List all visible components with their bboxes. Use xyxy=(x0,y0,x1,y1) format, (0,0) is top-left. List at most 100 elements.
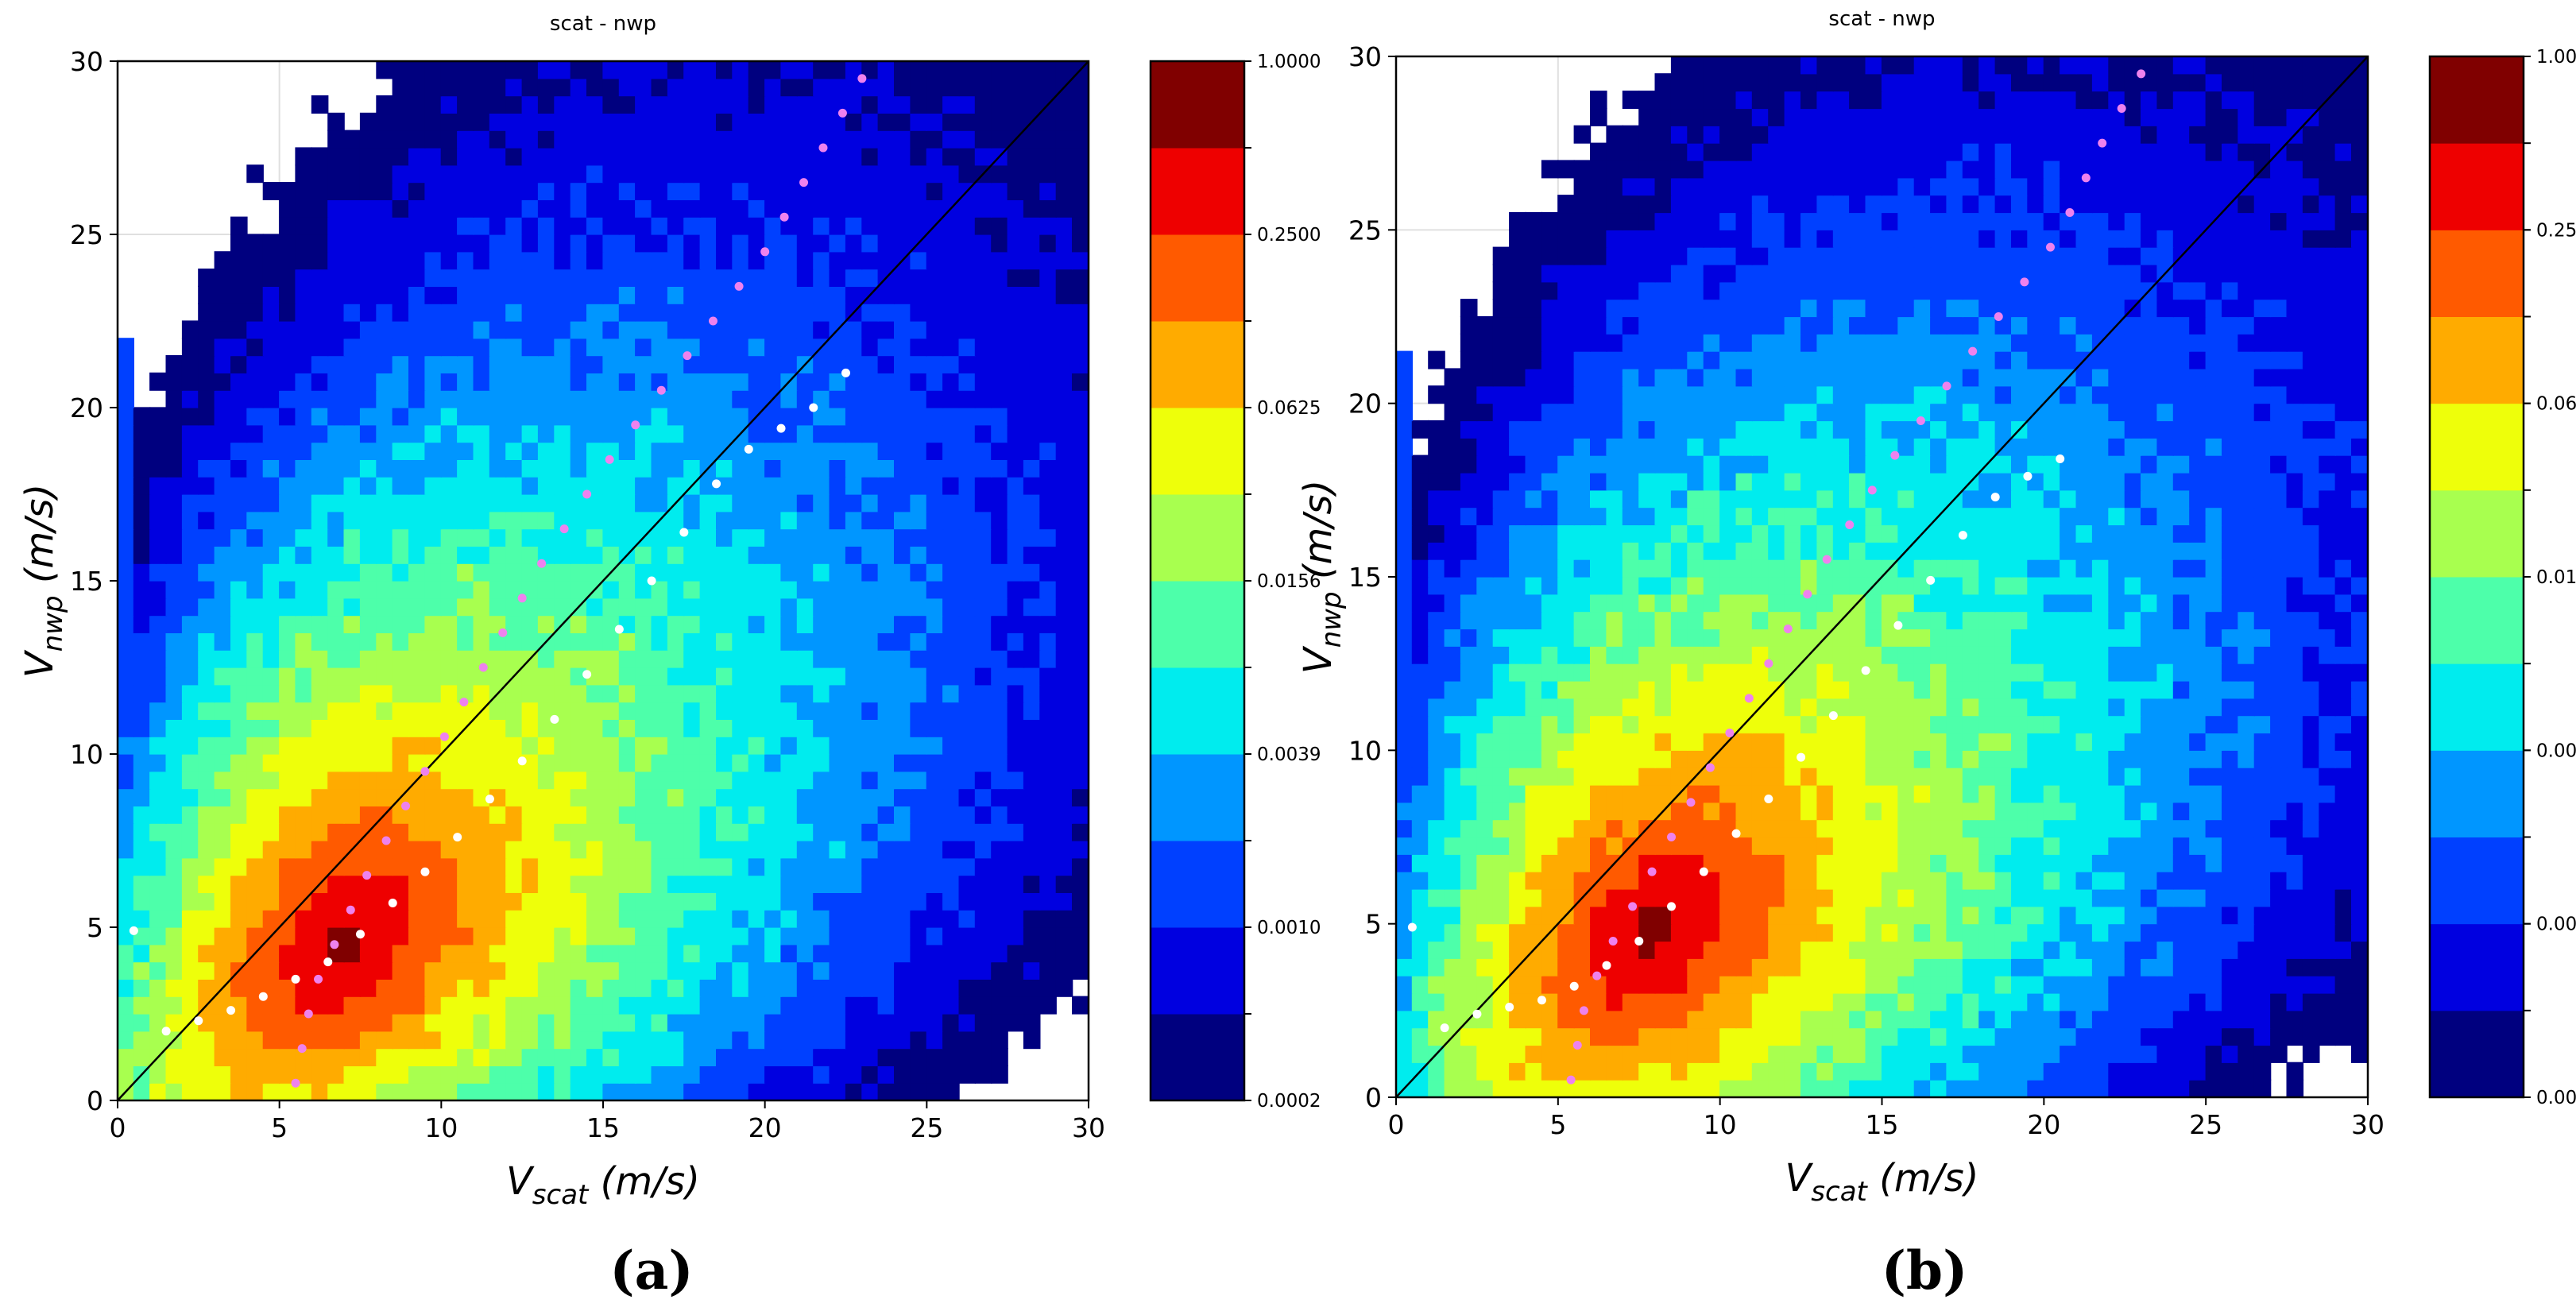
density-cell xyxy=(1573,957,1592,976)
density-cell xyxy=(230,1013,248,1032)
density-cell xyxy=(570,269,588,287)
density-cell xyxy=(2075,975,2094,994)
density-cell xyxy=(1638,698,1656,717)
density-cell xyxy=(1962,1010,1980,1029)
density-cell xyxy=(537,978,555,997)
density-cell xyxy=(230,753,248,772)
density-cell xyxy=(279,545,296,564)
density-cell xyxy=(133,563,151,582)
density-cell xyxy=(716,788,733,806)
density-cell xyxy=(861,303,879,322)
density-cell xyxy=(813,978,830,997)
density-cell xyxy=(1994,957,2013,976)
density-cell xyxy=(845,718,863,737)
density-cell xyxy=(554,320,571,339)
density-cell xyxy=(1816,732,1834,751)
density-cell xyxy=(667,805,685,824)
density-cell xyxy=(537,458,555,478)
density-cell xyxy=(1832,888,1851,907)
density-cell xyxy=(440,389,458,408)
density-cell xyxy=(1800,871,1818,890)
density-cell xyxy=(1978,871,1996,890)
density-cell xyxy=(1606,784,1623,803)
density-cell xyxy=(1751,1079,1770,1097)
density-cell xyxy=(1784,923,1802,942)
density-cell xyxy=(1055,667,1073,686)
density-cell xyxy=(764,857,782,876)
density-cell xyxy=(376,424,393,443)
density-cell xyxy=(1930,784,1947,803)
density-cell xyxy=(376,632,393,651)
density-cell xyxy=(133,424,151,443)
density-cell xyxy=(295,338,312,357)
density-cell xyxy=(1800,680,1818,699)
density-cell xyxy=(1816,715,1834,734)
density-cell xyxy=(2108,732,2125,751)
density-cell xyxy=(181,458,199,478)
density-cell xyxy=(1751,906,1770,925)
white-dot xyxy=(258,992,268,1001)
density-cell xyxy=(214,840,232,859)
density-cell xyxy=(1800,923,1818,942)
density-cell xyxy=(942,355,960,373)
density-cell xyxy=(570,199,588,218)
density-cell xyxy=(408,511,426,530)
density-cell xyxy=(910,251,927,270)
density-cell xyxy=(1590,1027,1607,1046)
density-cell xyxy=(877,476,895,495)
density-cell xyxy=(424,1013,442,1032)
density-cell xyxy=(311,1013,329,1032)
density-cell xyxy=(2351,940,2368,959)
density-cell xyxy=(521,580,540,599)
density-cell xyxy=(214,926,232,946)
density-cell xyxy=(829,891,847,911)
density-cell xyxy=(748,632,766,651)
density-cell xyxy=(974,996,992,1015)
density-cell xyxy=(521,130,540,149)
density-cell xyxy=(376,1031,393,1050)
density-cell xyxy=(133,1048,151,1066)
density-cell xyxy=(1962,819,1980,838)
density-cell xyxy=(958,875,977,893)
one-to-one-line xyxy=(118,61,1089,1100)
density-cell xyxy=(716,251,733,270)
density-cell xyxy=(408,615,426,633)
density-cell xyxy=(440,476,458,495)
density-cell xyxy=(2302,819,2320,838)
density-cell xyxy=(1638,680,1656,699)
density-cell xyxy=(2253,906,2272,925)
density-cell xyxy=(877,788,895,806)
density-cell xyxy=(1007,216,1025,235)
density-cell xyxy=(926,442,944,460)
density-cell xyxy=(1994,802,2013,821)
density-cell xyxy=(1411,784,1429,803)
density-cell xyxy=(2205,992,2223,1011)
density-cell xyxy=(521,684,540,703)
density-cell xyxy=(894,164,911,184)
density-cell xyxy=(829,182,847,200)
density-cell xyxy=(602,458,620,478)
violet-dot xyxy=(459,698,469,707)
density-cell xyxy=(991,424,1008,443)
density-cell xyxy=(165,493,184,512)
density-cell xyxy=(392,926,410,946)
density-cell xyxy=(1509,1027,1526,1046)
density-cell xyxy=(764,597,782,617)
density-cell xyxy=(618,788,636,806)
density-cell xyxy=(392,996,410,1015)
density-cell xyxy=(198,840,215,859)
density-cell xyxy=(440,528,458,547)
density-cell xyxy=(343,1065,362,1084)
density-cell xyxy=(861,442,879,460)
density-cell xyxy=(1072,389,1089,408)
density-cell xyxy=(2334,992,2353,1011)
density-cell xyxy=(716,667,733,686)
density-cell xyxy=(667,61,685,79)
density-cell xyxy=(618,476,636,495)
density-cell xyxy=(861,269,879,287)
density-cell xyxy=(699,1031,717,1050)
density-cell xyxy=(829,493,847,512)
density-cell xyxy=(2351,853,2368,872)
density-cell xyxy=(942,1065,960,1084)
density-cell xyxy=(165,840,184,859)
